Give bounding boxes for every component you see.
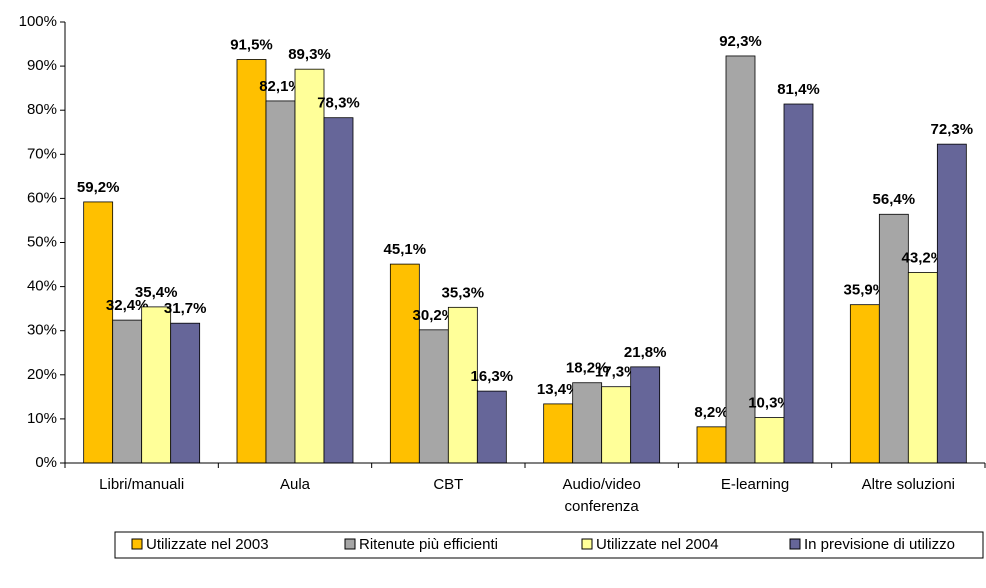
- x-tick-label: E-learning: [721, 476, 789, 493]
- value-label: 56,4%: [873, 191, 916, 208]
- bar: [936, 143, 967, 464]
- bar: [476, 390, 507, 464]
- legend-label: In previsione di utilizzo: [804, 536, 955, 553]
- y-tick-label: 30%: [27, 322, 57, 339]
- value-label: 31,7%: [164, 300, 207, 317]
- bar: [572, 382, 603, 464]
- value-label: 32,4%: [106, 297, 149, 314]
- bar: [112, 319, 143, 464]
- value-label: 13,4%: [537, 381, 580, 398]
- value-label: 10,3%: [748, 395, 791, 412]
- value-label: 17,3%: [595, 364, 638, 381]
- bar: [783, 103, 814, 464]
- y-tick-label: 20%: [27, 366, 57, 383]
- y-tick-label: 70%: [27, 145, 57, 162]
- bar: [418, 329, 449, 464]
- legend-swatch: [131, 538, 143, 550]
- bar: [83, 201, 114, 464]
- value-label: 81,4%: [777, 81, 820, 98]
- value-label: 89,3%: [288, 46, 331, 63]
- bar: [265, 100, 296, 464]
- value-label: 35,4%: [135, 284, 178, 301]
- x-tick-label: Libri/manuali: [99, 476, 184, 493]
- legend-swatch: [581, 538, 593, 550]
- legend-box: [114, 531, 984, 559]
- legend-label: Ritenute più efficienti: [359, 536, 498, 553]
- y-tick-label: 50%: [27, 233, 57, 250]
- value-label: 30,2%: [413, 307, 456, 324]
- bar: [323, 117, 354, 464]
- legend-label: Utilizzate nel 2004: [596, 536, 719, 553]
- y-tick-label: 90%: [27, 57, 57, 74]
- bar: [543, 403, 574, 464]
- bar: [236, 59, 267, 464]
- value-label: 43,2%: [902, 249, 945, 266]
- value-label: 82,1%: [259, 78, 302, 95]
- bar: [630, 366, 661, 464]
- x-tick-label: Aula: [280, 476, 311, 493]
- bar: [447, 306, 478, 464]
- value-label: 16,3%: [471, 368, 514, 385]
- bar: [141, 306, 172, 464]
- bar: [601, 386, 632, 464]
- bar: [849, 304, 880, 464]
- value-label: 91,5%: [230, 36, 273, 53]
- x-tick-label: CBT: [433, 476, 463, 493]
- y-tick-label: 100%: [19, 13, 57, 30]
- value-label: 72,3%: [931, 121, 974, 138]
- bar: [907, 272, 938, 464]
- y-tick-label: 60%: [27, 189, 57, 206]
- bar: [389, 263, 420, 464]
- value-label: 21,8%: [624, 344, 667, 361]
- value-label: 92,3%: [719, 33, 762, 50]
- value-label: 59,2%: [77, 179, 120, 196]
- legend-swatch: [344, 538, 356, 550]
- bar: [754, 417, 785, 464]
- x-tick-label: Audio/video conferenza: [562, 476, 640, 515]
- x-tick-label: Altre soluzioni: [862, 476, 955, 493]
- legend-label: Utilizzate nel 2003: [146, 536, 269, 553]
- bar: [294, 68, 325, 464]
- value-label: 35,9%: [844, 282, 887, 299]
- legend-swatch: [789, 538, 801, 550]
- value-label: 35,3%: [442, 284, 485, 301]
- value-label: 78,3%: [317, 95, 360, 112]
- y-tick-label: 80%: [27, 101, 57, 118]
- bar: [696, 426, 727, 464]
- y-tick-label: 0%: [35, 454, 57, 471]
- value-label: 18,2%: [566, 360, 609, 377]
- bar: [170, 322, 201, 464]
- value-label: 45,1%: [384, 241, 427, 258]
- y-tick-label: 40%: [27, 278, 57, 295]
- y-tick-label: 10%: [27, 410, 57, 427]
- value-label: 8,2%: [694, 404, 728, 421]
